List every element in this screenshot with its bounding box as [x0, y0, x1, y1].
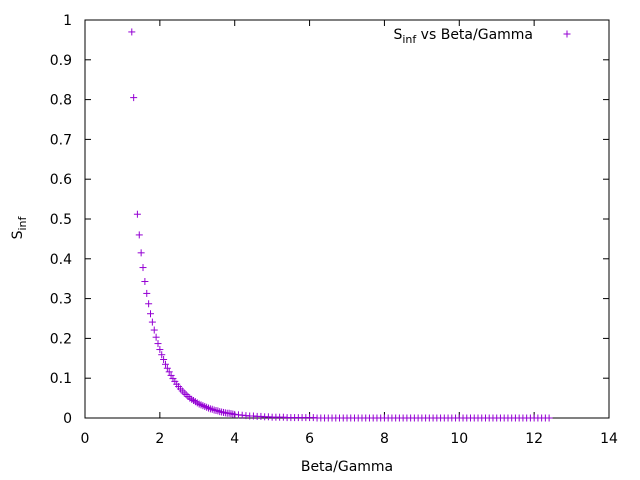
y-axis-label-main: S [10, 230, 26, 239]
x-tick-label: 8 [380, 431, 389, 447]
y-tick-label: 0.8 [50, 93, 72, 109]
data-point [160, 355, 168, 363]
data-point [145, 300, 153, 308]
data-point [154, 340, 162, 348]
legend-label-sub: inf [402, 33, 417, 46]
data-point [130, 94, 138, 102]
data-point [156, 346, 164, 354]
data-point [137, 249, 145, 257]
data-point [150, 326, 158, 334]
x-tick-label: 6 [305, 431, 314, 447]
x-axis-label: Beta/Gamma [301, 459, 393, 475]
legend: Sinf vs Beta/Gamma [393, 27, 571, 46]
data-point [135, 231, 143, 239]
y-tick-label: 0.7 [50, 132, 72, 148]
data-point [163, 364, 171, 372]
legend-marker [563, 30, 571, 38]
y-tick-label: 0.9 [50, 53, 72, 69]
data-point [152, 333, 160, 341]
legend-label-main: S [393, 27, 402, 43]
y-tick-label: 0.3 [50, 292, 72, 308]
y-axis-label: Sinf [10, 215, 29, 239]
legend-label-rest: vs Beta/Gamma [416, 27, 533, 43]
data-point [148, 318, 156, 326]
data-point [147, 310, 154, 318]
legend-label: Sinf vs Beta/Gamma [393, 27, 533, 46]
data-point [545, 414, 553, 422]
y-tick-label: 0.2 [50, 331, 72, 347]
y-tick-label: 0.5 [50, 212, 72, 228]
data-point [214, 407, 222, 415]
legend-plus-marker [563, 30, 571, 38]
data-point [167, 371, 175, 379]
y-tick-label: 0.6 [50, 172, 72, 188]
x-tick-label: 2 [155, 431, 164, 447]
x-axis-ticks: 0 2 4 6 8 10 12 14 [81, 20, 618, 447]
y-tick-label: 0 [63, 411, 72, 427]
y-tick-label: 0.1 [50, 371, 72, 387]
y-axis-ticks: 0 0.1 0.2 0.3 0.4 0.5 0.6 0.7 0.8 0.9 1 [50, 13, 609, 427]
x-tick-label: 10 [450, 431, 468, 447]
y-tick-label: 0.4 [50, 252, 72, 268]
y-tick-label: 1 [63, 13, 72, 29]
y-axis-label-sub: inf [16, 215, 29, 230]
data-point [128, 28, 136, 36]
data-point [158, 351, 166, 359]
data-point [141, 277, 149, 285]
data-point [133, 210, 141, 218]
data-points [128, 28, 553, 422]
data-point [143, 289, 151, 297]
data-point [139, 264, 147, 272]
data-point [165, 368, 173, 376]
x-tick-label: 14 [600, 431, 618, 447]
x-tick-label: 12 [525, 431, 543, 447]
data-point [161, 360, 169, 368]
x-tick-label: 4 [230, 431, 239, 447]
x-tick-label: 0 [81, 431, 90, 447]
